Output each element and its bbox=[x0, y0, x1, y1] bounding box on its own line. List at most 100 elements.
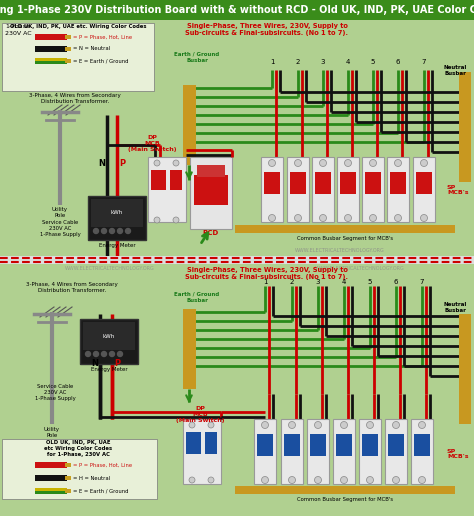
Bar bbox=[416, 172, 432, 194]
Ellipse shape bbox=[340, 476, 347, 483]
Ellipse shape bbox=[420, 159, 428, 167]
Bar bbox=[235, 225, 455, 233]
Bar bbox=[281, 419, 303, 484]
Bar bbox=[183, 419, 221, 484]
Bar bbox=[190, 157, 232, 229]
Text: Service Cable
230V AC
1-Phase Supply: Service Cable 230V AC 1-Phase Supply bbox=[35, 384, 75, 400]
Bar bbox=[197, 165, 225, 177]
Text: 4: 4 bbox=[346, 59, 350, 65]
Bar bbox=[35, 46, 67, 52]
Text: = E = Earth / Ground: = E = Earth / Ground bbox=[73, 489, 128, 493]
Text: Service Cable
230V AC
1-Phase Supply: Service Cable 230V AC 1-Phase Supply bbox=[40, 220, 81, 237]
Bar bbox=[148, 157, 186, 222]
Ellipse shape bbox=[294, 215, 301, 221]
Bar bbox=[365, 172, 381, 194]
Text: 4: 4 bbox=[342, 279, 346, 285]
Ellipse shape bbox=[340, 422, 347, 428]
Bar bbox=[194, 175, 228, 205]
Text: WWW.ELECTRICALTECHNOLOGY.ORG: WWW.ELECTRICALTECHNOLOGY.ORG bbox=[295, 248, 385, 253]
Text: RCD: RCD bbox=[203, 230, 219, 236]
Ellipse shape bbox=[109, 351, 115, 357]
Text: WWW.ELECTRICALTECHNOLOGY.ORG: WWW.ELECTRICALTECHNOLOGY.ORG bbox=[315, 266, 405, 271]
Ellipse shape bbox=[118, 351, 122, 357]
Bar bbox=[183, 309, 196, 389]
Bar bbox=[459, 314, 471, 424]
Text: P: P bbox=[119, 158, 125, 168]
Ellipse shape bbox=[289, 476, 295, 483]
Bar bbox=[183, 85, 196, 165]
Text: kWh: kWh bbox=[111, 209, 123, 215]
Bar bbox=[65, 35, 71, 39]
Ellipse shape bbox=[289, 422, 295, 428]
Ellipse shape bbox=[366, 476, 374, 483]
Ellipse shape bbox=[392, 476, 400, 483]
Ellipse shape bbox=[208, 422, 214, 428]
Text: kWh: kWh bbox=[103, 333, 115, 338]
Ellipse shape bbox=[173, 160, 179, 166]
Bar bbox=[287, 157, 309, 222]
Bar bbox=[65, 59, 71, 63]
Ellipse shape bbox=[345, 215, 352, 221]
Bar bbox=[65, 47, 71, 51]
Text: 1: 1 bbox=[270, 59, 274, 65]
Ellipse shape bbox=[109, 229, 115, 234]
Text: = P = Phase, Hot, Line: = P = Phase, Hot, Line bbox=[73, 35, 132, 40]
Ellipse shape bbox=[262, 476, 268, 483]
Bar bbox=[170, 170, 182, 190]
Ellipse shape bbox=[268, 215, 275, 221]
Bar bbox=[186, 432, 201, 454]
Ellipse shape bbox=[173, 217, 179, 223]
Text: OLD UK, IND, PK, UAE
etc Wiring Color Codes
for 1-Phase, 230V AC: OLD UK, IND, PK, UAE etc Wiring Color Co… bbox=[44, 440, 112, 457]
Text: Utility
Pole: Utility Pole bbox=[44, 427, 60, 438]
Text: Earth / Ground
Busbar: Earth / Ground Busbar bbox=[174, 52, 219, 63]
Ellipse shape bbox=[118, 229, 122, 234]
Text: 1: 1 bbox=[263, 279, 267, 285]
Ellipse shape bbox=[101, 351, 107, 357]
Text: 7: 7 bbox=[422, 59, 426, 65]
Ellipse shape bbox=[268, 159, 275, 167]
Text: Common Busbar Segment for MCB's: Common Busbar Segment for MCB's bbox=[297, 497, 393, 502]
Text: OLD UK, IND, PK, UAE etc. Wiring Color Codes: OLD UK, IND, PK, UAE etc. Wiring Color C… bbox=[10, 24, 146, 29]
Ellipse shape bbox=[315, 476, 321, 483]
Bar bbox=[333, 419, 355, 484]
Ellipse shape bbox=[315, 422, 321, 428]
Ellipse shape bbox=[294, 159, 301, 167]
Bar bbox=[264, 172, 280, 194]
Text: SP
MCB's: SP MCB's bbox=[447, 185, 468, 196]
Ellipse shape bbox=[154, 160, 160, 166]
Text: = H = Neutral: = H = Neutral bbox=[73, 476, 110, 480]
Ellipse shape bbox=[419, 422, 426, 428]
Text: 7: 7 bbox=[420, 279, 424, 285]
Bar bbox=[35, 61, 67, 64]
Bar bbox=[35, 488, 67, 491]
Text: 6: 6 bbox=[394, 279, 398, 285]
Bar bbox=[459, 72, 471, 182]
Bar bbox=[205, 432, 217, 454]
Bar bbox=[65, 476, 71, 480]
Bar bbox=[80, 319, 138, 364]
Bar bbox=[337, 157, 359, 222]
Text: 6: 6 bbox=[396, 59, 400, 65]
Ellipse shape bbox=[101, 229, 107, 234]
Bar bbox=[284, 434, 300, 456]
Ellipse shape bbox=[345, 159, 352, 167]
Text: N: N bbox=[91, 360, 98, 368]
Ellipse shape bbox=[126, 229, 130, 234]
Bar bbox=[362, 434, 378, 456]
Text: Single-Phase, Three Wires, 230V, Supply to
Sub-circuits & Final-subsircuits. (No: Single-Phase, Three Wires, 230V, Supply … bbox=[185, 23, 348, 36]
Ellipse shape bbox=[85, 351, 91, 357]
Bar bbox=[83, 322, 135, 350]
Text: 3: 3 bbox=[321, 59, 325, 65]
Bar bbox=[390, 172, 406, 194]
Bar bbox=[2, 439, 157, 499]
Ellipse shape bbox=[262, 422, 268, 428]
Text: Neutral
Busbar: Neutral Busbar bbox=[443, 65, 467, 76]
Bar bbox=[307, 419, 329, 484]
Ellipse shape bbox=[154, 217, 160, 223]
Ellipse shape bbox=[370, 215, 376, 221]
Bar bbox=[315, 172, 331, 194]
Text: Energy Meter: Energy Meter bbox=[99, 243, 135, 248]
Bar bbox=[310, 434, 326, 456]
Ellipse shape bbox=[93, 351, 99, 357]
Ellipse shape bbox=[189, 422, 195, 428]
